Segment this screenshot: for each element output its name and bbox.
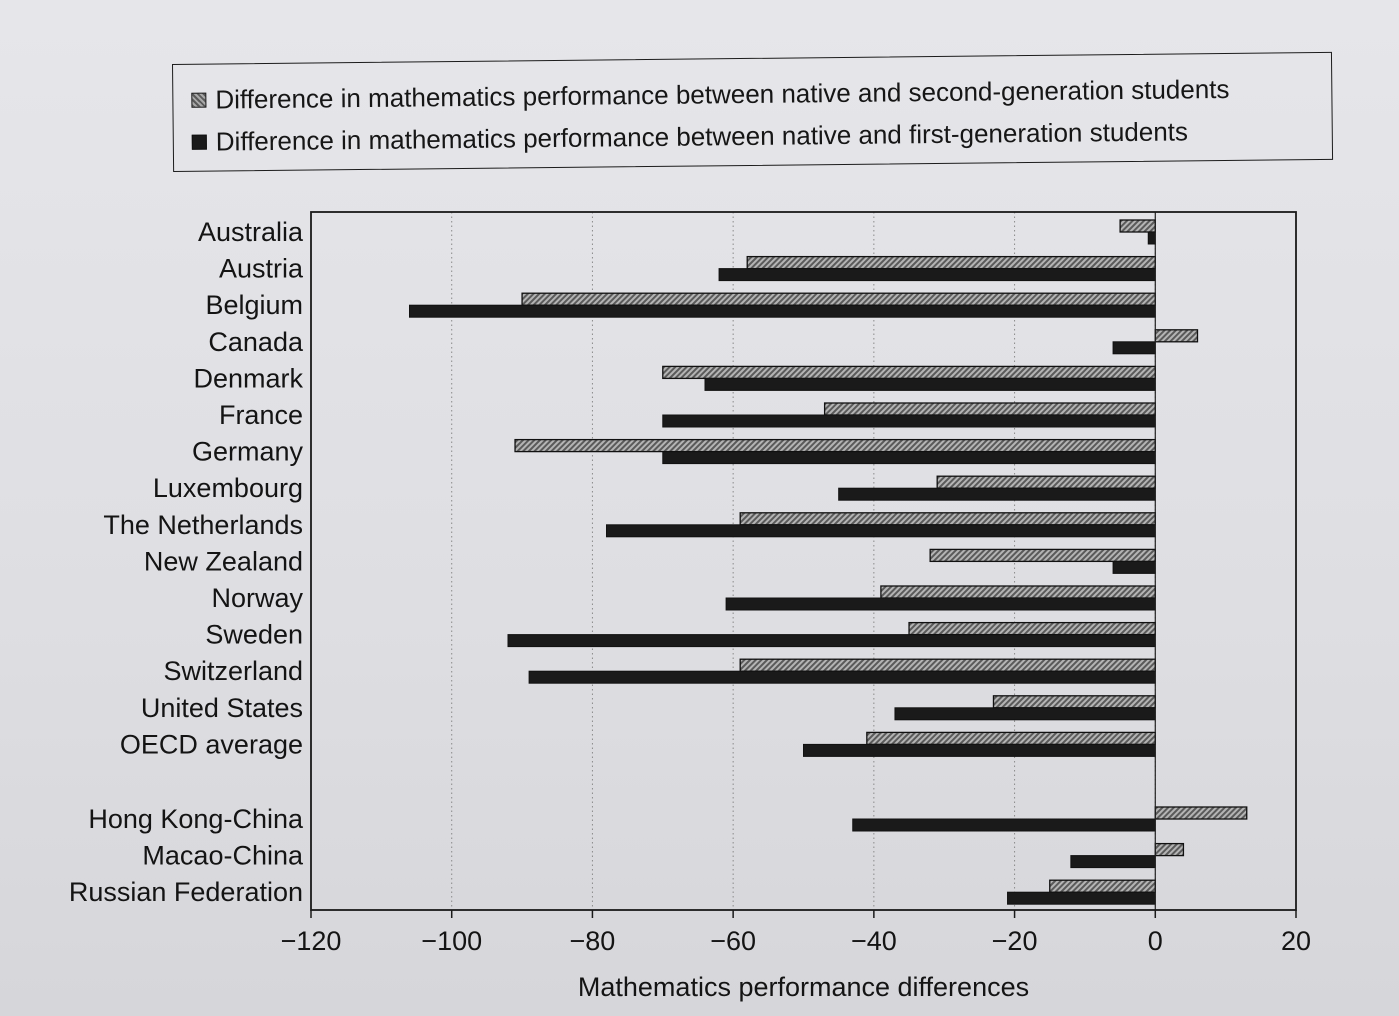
tick-label: −100 bbox=[421, 926, 482, 956]
tick-label: 20 bbox=[1281, 926, 1311, 956]
x-axis-ticks: −120 −100 −80 −60 −40 −20 0 20 bbox=[281, 910, 1311, 956]
bar-second-generation bbox=[1154, 806, 1248, 820]
bar-first-generation bbox=[662, 414, 1156, 428]
plot-frame bbox=[310, 211, 1297, 911]
category-label: United States bbox=[141, 693, 303, 723]
bar-first-generation bbox=[1147, 231, 1156, 245]
bar-second-generation bbox=[823, 402, 1156, 416]
bar-second-generation bbox=[880, 585, 1156, 599]
bar-first-generation bbox=[507, 634, 1156, 648]
category-label: Luxembourg bbox=[153, 473, 303, 503]
bar-second-generation bbox=[992, 695, 1156, 709]
bar-second-generation bbox=[1154, 329, 1199, 343]
bar-second-generation bbox=[662, 365, 1156, 380]
tick-label: −20 bbox=[992, 926, 1038, 956]
bar-second-generation bbox=[739, 512, 1156, 526]
category-label: Germany bbox=[192, 437, 304, 467]
category-label: Hong Kong-China bbox=[88, 804, 304, 834]
plot-border bbox=[310, 211, 1297, 911]
tick-label: −120 bbox=[281, 926, 342, 956]
bar-second-generation bbox=[929, 548, 1156, 563]
bar-first-generation bbox=[1070, 855, 1156, 869]
category-label: Sweden bbox=[205, 620, 303, 650]
category-label: Belgium bbox=[205, 290, 303, 320]
category-label: New Zealand bbox=[144, 546, 303, 576]
bars bbox=[409, 219, 1248, 905]
tick-label: −80 bbox=[570, 926, 616, 956]
bar-first-generation bbox=[803, 743, 1156, 757]
bar-first-generation bbox=[704, 377, 1156, 391]
category-label: Denmark bbox=[193, 363, 303, 393]
bar-second-generation bbox=[739, 658, 1156, 672]
category-label: Switzerland bbox=[163, 656, 303, 686]
bar-first-generation bbox=[725, 597, 1156, 611]
bar-second-generation bbox=[514, 438, 1156, 453]
bar-first-generation bbox=[1112, 341, 1156, 355]
category-label: Austria bbox=[219, 254, 304, 284]
bar-first-generation bbox=[409, 304, 1156, 318]
bar-first-generation bbox=[1007, 891, 1156, 905]
category-label: Australia bbox=[198, 217, 304, 247]
bar-first-generation bbox=[606, 524, 1156, 538]
category-label: OECD average bbox=[120, 729, 303, 759]
tick-label: −40 bbox=[851, 926, 897, 956]
category-label: Macao-China bbox=[142, 841, 304, 871]
category-label: Norway bbox=[211, 583, 303, 613]
bar-second-generation bbox=[936, 475, 1156, 489]
category-label: Russian Federation bbox=[69, 877, 303, 907]
bar-first-generation bbox=[718, 268, 1156, 282]
bar-first-generation bbox=[528, 670, 1156, 684]
tick-label: −60 bbox=[710, 926, 756, 956]
category-labels: Australia Austria Belgium Canada Denmark Fran… bbox=[69, 217, 304, 907]
bar-first-generation bbox=[838, 487, 1156, 501]
bar-second-generation bbox=[1049, 879, 1156, 893]
category-label: The Netherlands bbox=[103, 510, 303, 540]
bar-second-generation bbox=[746, 255, 1156, 270]
bar-second-generation bbox=[908, 621, 1156, 636]
category-label: Canada bbox=[208, 327, 304, 357]
bar-first-generation bbox=[662, 451, 1156, 465]
bar-second-generation bbox=[521, 292, 1156, 306]
tick-label: 0 bbox=[1148, 926, 1163, 956]
category-label: France bbox=[219, 400, 303, 430]
bar-second-generation bbox=[866, 731, 1156, 746]
bar-second-generation bbox=[1119, 219, 1156, 233]
bar-first-generation bbox=[852, 818, 1156, 832]
bar-first-generation bbox=[894, 707, 1156, 721]
x-axis-title: Mathematics performance differences bbox=[578, 972, 1029, 1002]
bar-second-generation bbox=[1154, 842, 1185, 857]
bar-first-generation bbox=[1112, 560, 1156, 574]
